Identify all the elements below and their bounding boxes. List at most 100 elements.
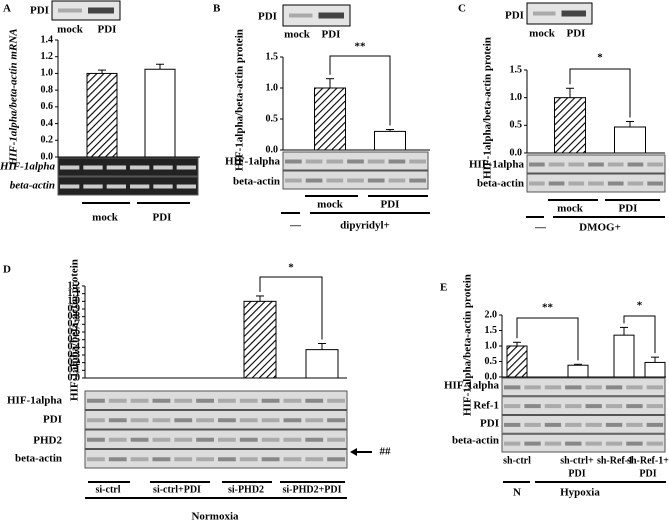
blot-band (261, 457, 280, 462)
significance-bracket (623, 315, 656, 354)
bar (314, 87, 346, 151)
lane-label: mock (529, 28, 556, 40)
blot-band (607, 181, 624, 186)
blot-band (106, 165, 126, 170)
blot-strip (84, 390, 348, 410)
y-tick-label: 0.6 (68, 326, 81, 337)
blot-band (87, 457, 105, 462)
blot-band (544, 422, 562, 427)
y-tick-label: 0.0 (68, 372, 81, 383)
panel-letter: A (3, 3, 11, 15)
bar (243, 300, 277, 379)
y-tick-label: 0.5 (68, 334, 81, 345)
blot-band (565, 404, 582, 409)
category-label: PDI (153, 212, 172, 224)
blot-row-label: PHD2 (33, 435, 62, 447)
y-tick-label: 0.7 (68, 319, 81, 330)
blot-band (88, 7, 114, 14)
blot-band (318, 12, 344, 19)
category-label: si-ctrl+PDI (153, 484, 201, 495)
y-tick-label: 0.2 (41, 135, 54, 146)
blot-band (130, 165, 150, 170)
y-tick-label: 1.0 (266, 82, 279, 93)
blot-band (565, 441, 582, 446)
bar (644, 361, 666, 378)
blot-band (646, 441, 663, 446)
significance-bracket (259, 276, 323, 340)
y-tick-label: 0.0 (510, 147, 523, 158)
y-tick-label: 0.0 (266, 144, 279, 155)
significance-label: * (637, 300, 643, 312)
category-label: si-ctrl (96, 484, 121, 495)
inset-blot (282, 4, 351, 27)
arrow-head (350, 448, 357, 456)
significance-label: * (597, 52, 603, 64)
blot-band (646, 422, 663, 427)
blot-row-label: HIF-1alpha (469, 159, 525, 171)
blot-band (326, 159, 344, 164)
y-axis-label: HIF-1alpha/beta-actin mRNA (8, 28, 20, 166)
y-tick-label: 0.5 (485, 356, 498, 367)
blot-band (174, 398, 193, 403)
blot-row-label: beta-actin (15, 453, 62, 465)
blot-band (218, 418, 236, 423)
blot-band (283, 457, 302, 462)
y-tick-label: 1.4 (41, 34, 54, 45)
blot-band (305, 418, 324, 423)
blot-band (626, 422, 643, 427)
category-label: PDI (381, 199, 400, 211)
blot-band (533, 11, 556, 16)
lane-label: mock (57, 24, 84, 36)
y-axis-label: HIF-1alpha/beta-actin protein (482, 37, 494, 179)
blot-band (585, 404, 602, 409)
y-tick-label: 1.1 (68, 288, 81, 299)
blot-band (388, 159, 406, 164)
blot-band (60, 165, 80, 170)
blot-band (196, 398, 214, 403)
blot-band (524, 385, 541, 390)
bar (374, 130, 406, 151)
blot-band (285, 159, 302, 164)
blot-band (60, 184, 80, 189)
blot-band (504, 404, 521, 409)
panel-letter: E (440, 282, 447, 294)
blot-row-label: PDI (43, 414, 62, 426)
category-label: si-PHD2 (228, 484, 264, 495)
blot-band (524, 441, 541, 446)
condition-label: N (513, 487, 521, 499)
blot-row-label: HIF-1alpha (7, 395, 63, 407)
y-tick-label: 1.0 (510, 92, 523, 103)
blot-band (605, 441, 623, 446)
blot-band (239, 398, 258, 403)
blot-band (176, 165, 196, 170)
blot-band (504, 422, 521, 427)
blot-band (283, 398, 302, 403)
significance-label: ** (542, 302, 554, 314)
significance-bracket (329, 55, 391, 126)
blot-strip (501, 377, 666, 397)
blot-band (152, 398, 171, 403)
y-tick-label: 0.1 (68, 365, 81, 376)
y-tick-label: 1.2 (41, 51, 54, 62)
blot-band (561, 10, 586, 17)
blot-band (261, 398, 280, 403)
blot-band (529, 181, 545, 186)
blot-band (218, 437, 236, 442)
blot-row-label: Ref-1 (473, 400, 499, 412)
category-label: PDI (568, 468, 585, 479)
blot-band (108, 418, 127, 423)
blot-band (83, 165, 103, 170)
blot-band (585, 385, 602, 390)
blot-band (261, 437, 280, 442)
blot-band (626, 385, 643, 390)
blot-band (544, 385, 562, 390)
y-tick-label: 0.0 (41, 151, 54, 162)
bar (86, 72, 118, 158)
panel-letter: C (458, 3, 466, 15)
blot-band (646, 385, 663, 390)
lane-label: PDI (98, 24, 117, 36)
blot-band (326, 178, 344, 183)
blot-band (347, 159, 364, 164)
